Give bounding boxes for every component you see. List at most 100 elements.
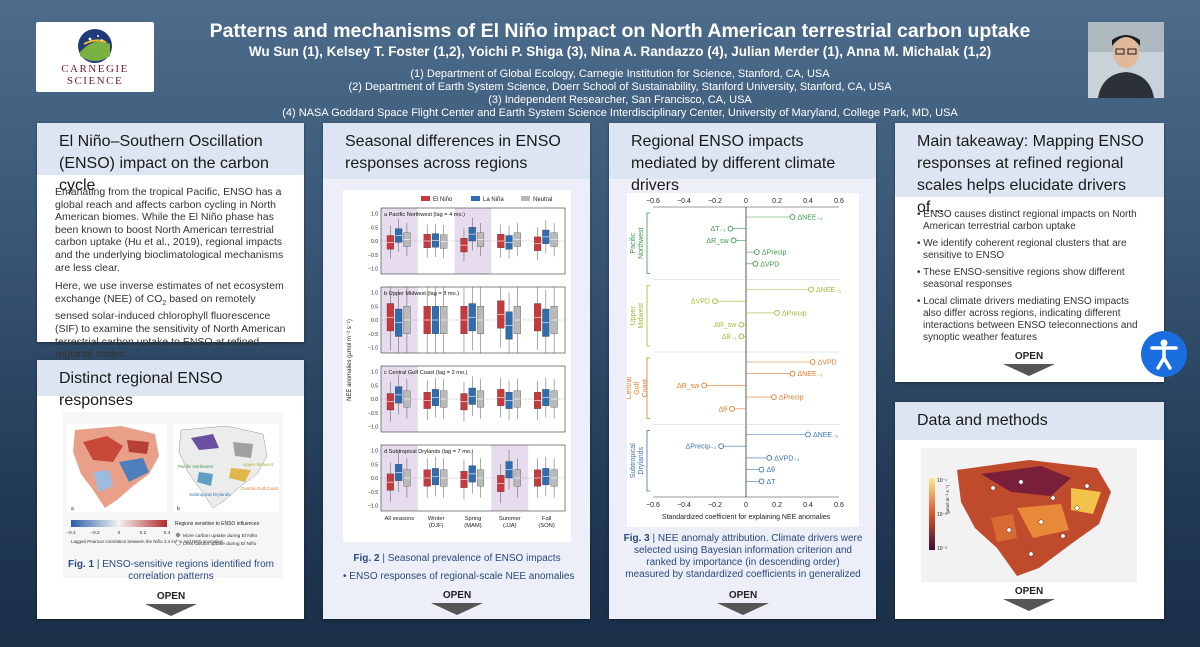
- affiliation-3: (3) Independent Researcher, San Francisc…: [488, 94, 752, 106]
- fig3-dot-chart: −0.6 −0.6 −0.4 −0.4 −0.2 −0.2 0 0 0.2 0.2 0.4 0.4 0.…: [627, 193, 859, 527]
- fig2-legend-label: Neutral: [533, 197, 552, 203]
- enso-body: Emanating from the tropical Pacific, ENS…: [55, 186, 291, 361]
- fig3-point: [738, 321, 745, 328]
- fig1-colorbar-tick: 0: [118, 530, 121, 536]
- fig3-group-label: Northwest: [638, 227, 645, 259]
- fig2-ylabel: NEE anomalies (μmol m⁻² s⁻¹): [347, 319, 353, 401]
- affiliation-4: (4) NASA Goddard Space Flight Center and…: [282, 107, 958, 119]
- fig3-point: [789, 214, 796, 220]
- fig3-point: [808, 286, 814, 293]
- fig2-xtick: Winter: [428, 516, 445, 522]
- fig3-point: [766, 455, 773, 461]
- fig3-xtick-top: −0.6: [646, 198, 660, 205]
- fig3-xtick-bottom: 0: [744, 502, 748, 509]
- fig3-point: [789, 370, 796, 377]
- fig2-boxplot-chart: El Niño La Niña Neutral NEE anomalies (μmol…: [343, 190, 571, 542]
- regional-panel-header: Regional ENSO impacts mediated by differ…: [609, 123, 876, 194]
- fig2-ytick: 0.5: [371, 462, 378, 468]
- fig2-xtick-sub: (JJA): [503, 523, 517, 529]
- fig2-caption: Fig. 2 | Seasonal prevalence of ENSO imp…: [353, 553, 561, 564]
- data-panel-title: Data and methods: [917, 412, 1048, 429]
- fig3-group-label: Subtropical: [630, 443, 637, 478]
- fig3-point: [718, 443, 725, 450]
- fig3-point: [805, 431, 811, 438]
- logo-text-top: CARNEGIE: [61, 63, 129, 75]
- fig3-group-bracket: [646, 357, 650, 419]
- fig3-xtick-top: 0: [744, 198, 748, 205]
- open-arrow-icon: [431, 603, 483, 615]
- fig1-colorbar: [71, 520, 167, 527]
- fig3-point-label: Δθ: [767, 467, 776, 474]
- fig2-ytick: −1.0: [368, 504, 378, 510]
- fig1-panel-b-letter: b: [177, 506, 180, 512]
- fig3-group-label: Gulf: [634, 382, 641, 395]
- fig1-label-upper-midwest: Upper Midwest: [243, 462, 274, 467]
- person-icon: [1088, 22, 1164, 98]
- fig3-xtick-bottom: 0.4: [803, 502, 813, 509]
- fig3-xtick-top: 0.6: [834, 198, 844, 205]
- fig3-group-label: Upper: [630, 306, 637, 326]
- seasonal-bullet: • ENSO responses of regional-scale NEE a…: [343, 571, 575, 582]
- fig1-label-pacific-northwest: Pacific Northwest: [178, 464, 214, 469]
- fig3-point-label: ΔT₋₁: [710, 226, 726, 233]
- fig1-legend-more: More carbon uptake during El Niño: [183, 533, 257, 539]
- fig2-xtick: Summer: [499, 516, 521, 522]
- fig3-point-label: ΔVPD: [818, 360, 837, 367]
- fig1-label-central-gulf-coast: Central Gulf Coast: [241, 486, 279, 491]
- fig3-xtick-bottom: 0.2: [772, 502, 782, 509]
- fig2-subplot-title: c Central Gulf Coast (lag = 2 mo.): [384, 370, 468, 376]
- accessibility-button[interactable]: [1141, 331, 1187, 377]
- fig1-legend-title: Regions sensitive to ENSO influences: [175, 521, 260, 527]
- fig2-ytick: −0.5: [368, 490, 378, 496]
- fig3-group-label: Coast: [642, 379, 649, 397]
- distinct-open-button[interactable]: OPEN: [145, 591, 197, 616]
- regional-open-button[interactable]: OPEN: [717, 590, 769, 615]
- fig3-group-label: Midwest: [638, 303, 645, 329]
- fig3-xtick-bottom: 0.6: [834, 502, 844, 509]
- enso-panel: El Niño–Southern Oscillation (ENSO) impa…: [37, 123, 304, 360]
- fig3-point: [701, 382, 708, 389]
- fig3-point: [712, 298, 718, 305]
- fig3-point: [729, 405, 735, 412]
- data-colorbar-label: (μmol m⁻² s⁻¹): [945, 484, 950, 514]
- fig3-xtick-bottom: −0.4: [677, 502, 691, 509]
- fig3-point-label: ΔNEE₋₁: [798, 371, 824, 378]
- fig3-xtick-bottom: −0.2: [708, 502, 722, 509]
- seasonal-panel-header: Seasonal differences in ENSO responses a…: [323, 123, 590, 179]
- logo-text-bottom: SCIENCE: [66, 75, 124, 87]
- affiliation-2: (2) Department of Earth System Science, …: [348, 81, 892, 93]
- seasonal-open-button[interactable]: OPEN: [431, 590, 483, 615]
- fig3-point: [752, 260, 759, 267]
- takeaway-item: • We identify coherent regional clusters…: [917, 238, 1127, 261]
- fig3-point-label: Δθ: [718, 406, 727, 413]
- fig2-subplot-title: d Subtropical Drylands (lag = 7 mo.): [384, 449, 474, 455]
- fig3-group-label: Central: [627, 377, 633, 400]
- fig2-ytick: 0.5: [371, 304, 378, 310]
- data-panel-header: Data and methods: [895, 402, 1164, 440]
- affiliation-1: (1) Department of Global Ecology, Carneg…: [410, 68, 830, 80]
- open-arrow-icon: [145, 604, 197, 616]
- fig3-xlabel: Standardized coefficient for explaining …: [662, 514, 831, 521]
- fig3-point: [758, 466, 765, 473]
- fig3-point-label: ΔNEE₋₁: [813, 432, 839, 439]
- fig3-point-label: ΔNEE₋₁: [816, 287, 842, 294]
- fig3-xtick-top: −0.2: [708, 198, 722, 205]
- fig3-point: [754, 249, 760, 255]
- fig3-point-label: ΔR_sw: [677, 383, 700, 390]
- fig2-ytick: 0.0: [371, 397, 378, 403]
- data-open-button[interactable]: OPEN: [1003, 586, 1055, 611]
- takeaway-open-button[interactable]: OPEN: [1003, 351, 1055, 376]
- fig1-colorbar-label: Lagged Pearson correlation between the N…: [71, 539, 224, 544]
- fig2-xtick-sub: (MAM): [464, 523, 481, 529]
- fig2-xtick: All seasons: [385, 516, 415, 522]
- fig3-point-label: ΔPrecip: [782, 310, 807, 317]
- fig3-point-label: ΔNEE₋₁: [798, 215, 824, 222]
- fig2-ytick: 0.5: [371, 383, 378, 389]
- poster-title: Patterns and mechanisms of El Niño impac…: [209, 20, 1031, 42]
- fig3-point-label: ΔVPD: [691, 299, 710, 306]
- fig1-caption: Fig. 1 | ENSO-sensitive regions identifi…: [67, 559, 275, 582]
- fig3-point-label: ΔT: [767, 479, 777, 486]
- fig2-subplot-title: a Pacific Northwest (lag = 4 mo.): [384, 212, 465, 218]
- data-colorbar: [929, 478, 935, 550]
- takeaway-item: • Local climate drivers mediating ENSO i…: [917, 296, 1138, 343]
